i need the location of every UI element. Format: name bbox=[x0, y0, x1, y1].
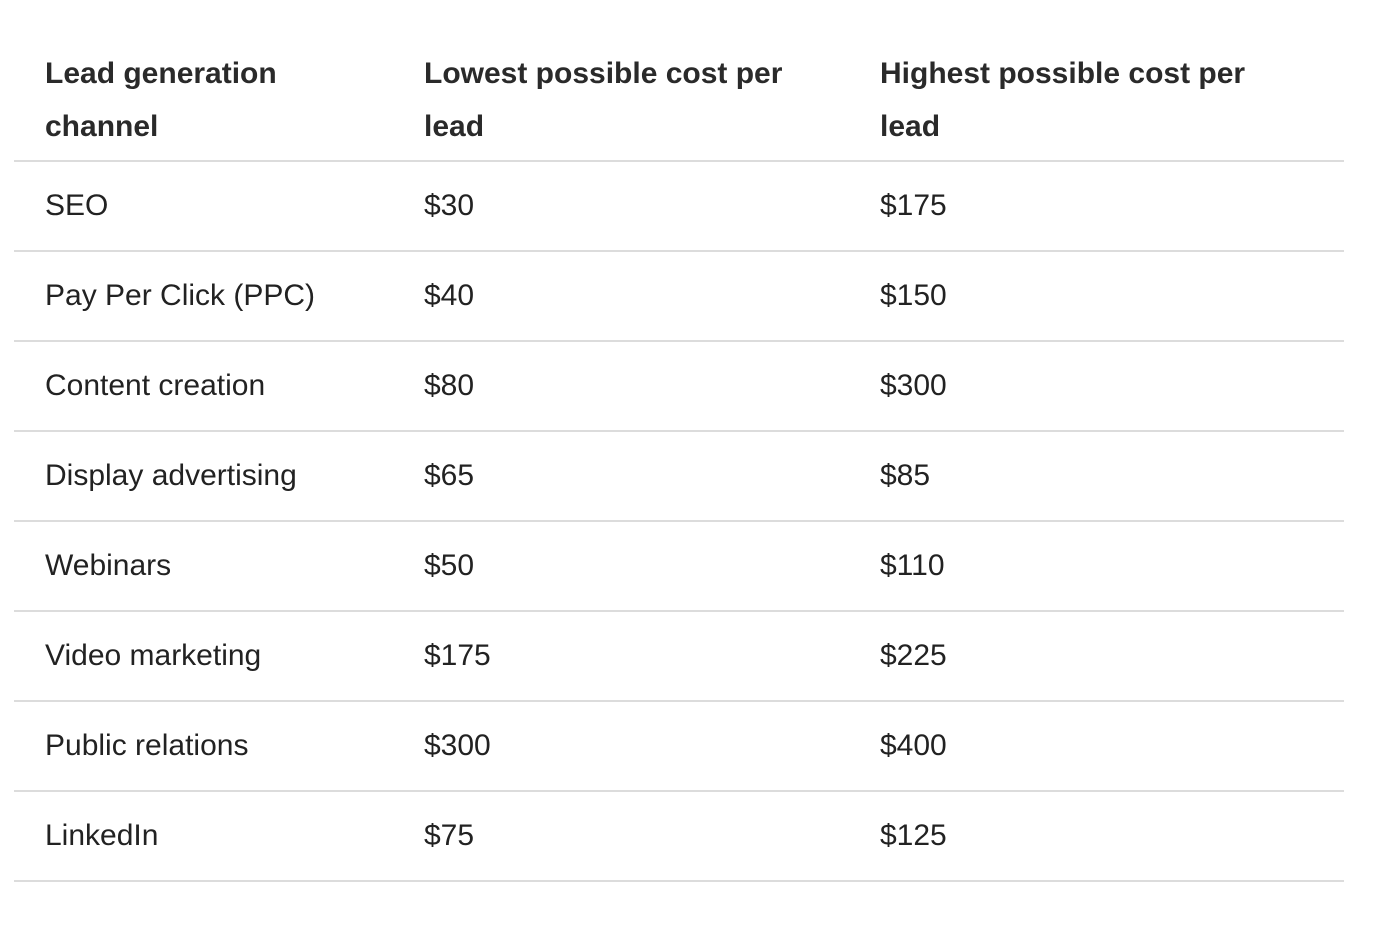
cell-channel: SEO bbox=[14, 161, 424, 252]
header-highest-cost: Highest possible cost per lead bbox=[880, 40, 1344, 162]
cell-lowest: $80 bbox=[424, 341, 880, 432]
table-row: Webinars $50 $110 bbox=[14, 521, 1344, 612]
cell-highest: $85 bbox=[880, 431, 1344, 522]
table-row: Video marketing $175 $225 bbox=[14, 611, 1344, 702]
table-row: Content creation $80 $300 bbox=[14, 341, 1344, 432]
header-channel: Lead generation channel bbox=[14, 40, 424, 162]
cell-highest: $300 bbox=[880, 341, 1344, 432]
header-row: Lead generation channel Lowest possible … bbox=[14, 40, 1344, 162]
cell-channel: Webinars bbox=[14, 521, 424, 612]
cell-lowest: $30 bbox=[424, 161, 880, 252]
cell-channel: Pay Per Click (PPC) bbox=[14, 251, 424, 342]
table-row: Pay Per Click (PPC) $40 $150 bbox=[14, 251, 1344, 342]
table-row: SEO $30 $175 bbox=[14, 161, 1344, 252]
cell-channel: Public relations bbox=[14, 701, 424, 792]
cost-per-lead-table: Lead generation channel Lowest possible … bbox=[14, 40, 1344, 882]
cell-highest: $400 bbox=[880, 701, 1344, 792]
table-row: Public relations $300 $400 bbox=[14, 701, 1344, 792]
cell-channel: LinkedIn bbox=[14, 791, 424, 882]
table-header: Lead generation channel Lowest possible … bbox=[14, 40, 1344, 162]
table-row: LinkedIn $75 $125 bbox=[14, 791, 1344, 882]
cell-lowest: $300 bbox=[424, 701, 880, 792]
cell-lowest: $40 bbox=[424, 251, 880, 342]
cell-highest: $110 bbox=[880, 521, 1344, 612]
cell-lowest: $65 bbox=[424, 431, 880, 522]
header-lowest-cost: Lowest possible cost per lead bbox=[424, 40, 880, 162]
cell-highest: $150 bbox=[880, 251, 1344, 342]
table-row: Display advertising $65 $85 bbox=[14, 431, 1344, 522]
cell-channel: Content creation bbox=[14, 341, 424, 432]
cell-channel: Display advertising bbox=[14, 431, 424, 522]
cell-lowest: $75 bbox=[424, 791, 880, 882]
cost-per-lead-table-container: Lead generation channel Lowest possible … bbox=[14, 40, 1344, 882]
cell-channel: Video marketing bbox=[14, 611, 424, 702]
cell-lowest: $175 bbox=[424, 611, 880, 702]
cell-highest: $125 bbox=[880, 791, 1344, 882]
cell-highest: $225 bbox=[880, 611, 1344, 702]
cell-lowest: $50 bbox=[424, 521, 880, 612]
cell-highest: $175 bbox=[880, 161, 1344, 252]
table-body: SEO $30 $175 Pay Per Click (PPC) $40 $15… bbox=[14, 161, 1344, 882]
